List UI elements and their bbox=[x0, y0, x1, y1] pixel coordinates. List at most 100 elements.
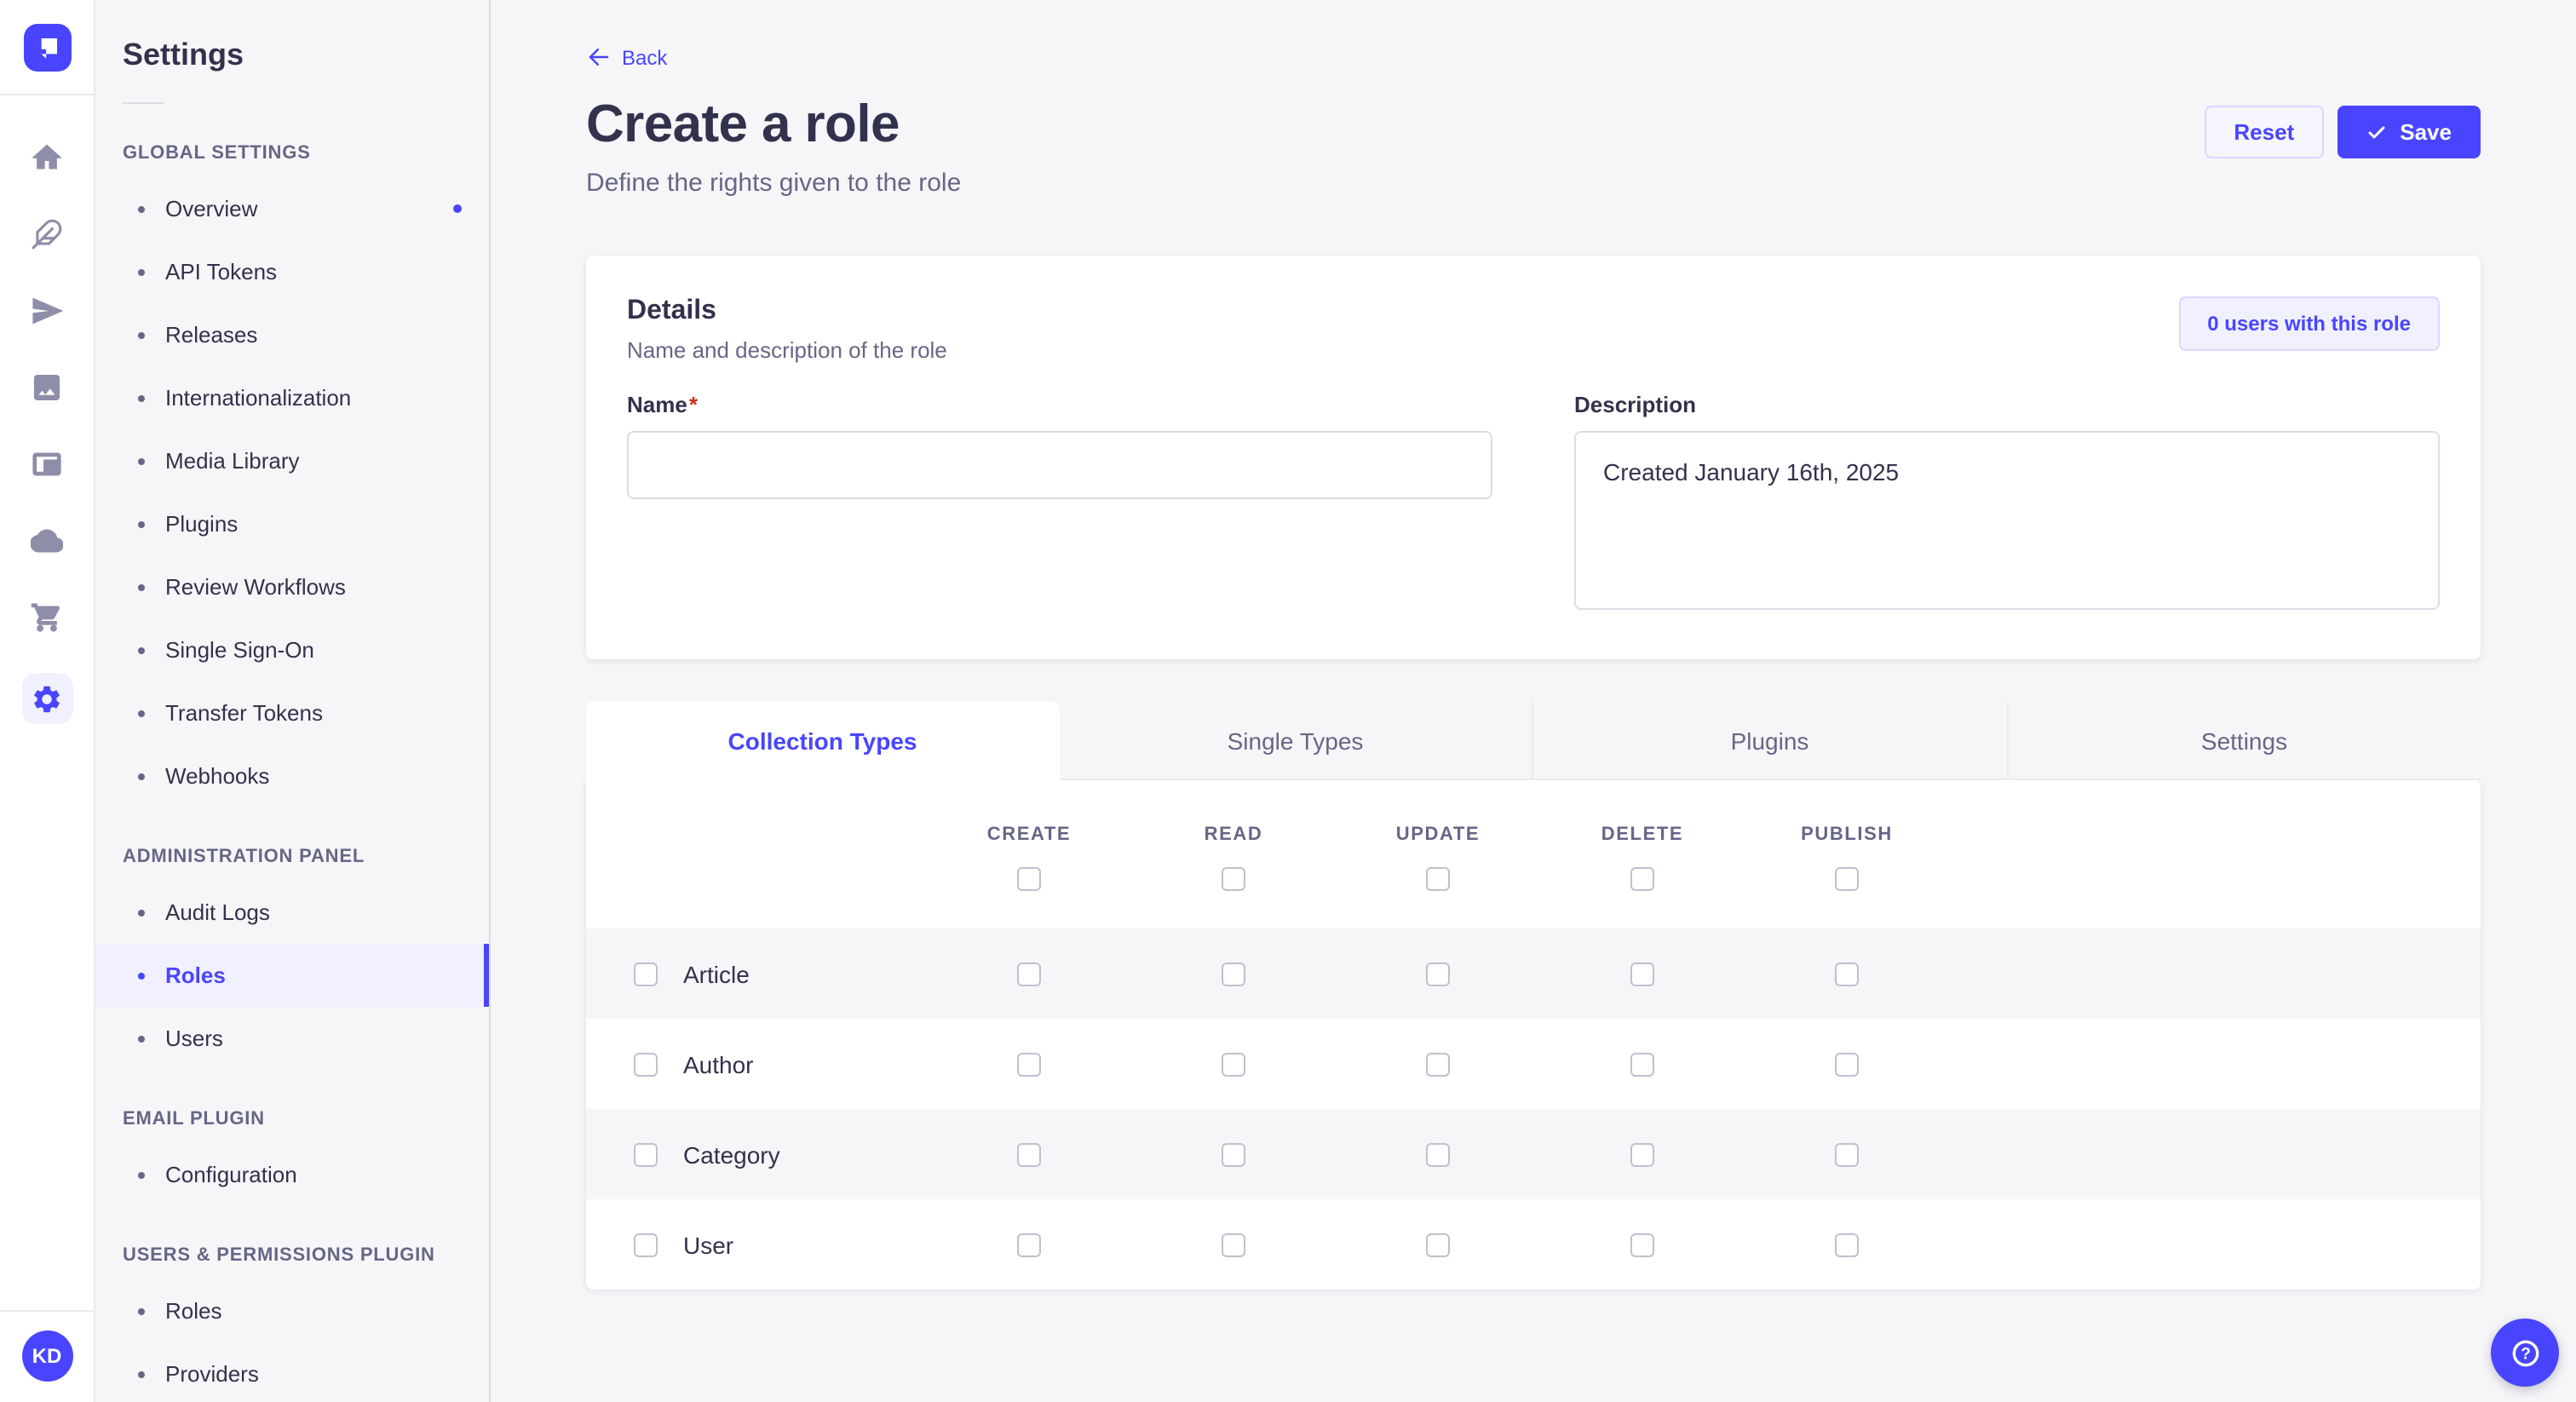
sidebar-item-api-tokens[interactable]: API Tokens bbox=[95, 240, 489, 303]
bullet-icon bbox=[138, 1171, 145, 1178]
sidebar-item-label: Media Library bbox=[165, 448, 300, 474]
sidebar-item-users[interactable]: Users bbox=[95, 1007, 489, 1070]
avatar[interactable]: KD bbox=[21, 1330, 72, 1382]
author-delete-checkbox[interactable] bbox=[1630, 1052, 1654, 1076]
sidebar-item-label: Plugins bbox=[165, 511, 239, 537]
sidebar-item-plugins[interactable]: Plugins bbox=[95, 492, 489, 555]
description-textarea[interactable]: Created January 16th, 2025 bbox=[1574, 431, 2440, 610]
help-button[interactable]: ? bbox=[2491, 1319, 2559, 1387]
sidebar-item-label: Audit Logs bbox=[165, 899, 270, 925]
tab-plugins[interactable]: Plugins bbox=[1532, 702, 2006, 780]
sidebar-item-single-sign-on[interactable]: Single Sign-On bbox=[95, 618, 489, 681]
category-update-checkbox[interactable] bbox=[1426, 1142, 1450, 1166]
user-update-checkbox[interactable] bbox=[1426, 1232, 1450, 1256]
bullet-icon bbox=[138, 394, 145, 401]
article-update-checkbox[interactable] bbox=[1426, 962, 1450, 985]
save-button[interactable]: Save bbox=[2337, 106, 2481, 158]
bullet-icon bbox=[138, 520, 145, 527]
select-all-create-checkbox[interactable] bbox=[1017, 867, 1041, 891]
article-create-checkbox[interactable] bbox=[1017, 962, 1041, 985]
select-all-read-checkbox[interactable] bbox=[1222, 867, 1245, 891]
article-read-checkbox[interactable] bbox=[1222, 962, 1245, 985]
tab-collection-types[interactable]: Collection Types bbox=[586, 702, 1059, 780]
user-delete-checkbox[interactable] bbox=[1630, 1232, 1654, 1256]
category-row-checkbox[interactable] bbox=[634, 1142, 658, 1166]
article-publish-checkbox[interactable] bbox=[1835, 962, 1859, 985]
category-read-checkbox[interactable] bbox=[1222, 1142, 1245, 1166]
sidebar-item-internationalization[interactable]: Internationalization bbox=[95, 366, 489, 429]
sidebar-item-media-library[interactable]: Media Library bbox=[95, 429, 489, 492]
author-row-checkbox[interactable] bbox=[634, 1052, 658, 1076]
page-header: Create a role Define the rights given to… bbox=[586, 94, 2481, 198]
sidebar-item-label: Roles bbox=[165, 962, 226, 988]
reset-button[interactable]: Reset bbox=[2205, 106, 2324, 158]
category-delete-checkbox[interactable] bbox=[1630, 1142, 1654, 1166]
name-label: Name * bbox=[627, 392, 698, 417]
sidebar-item-up-roles[interactable]: Roles bbox=[95, 1279, 489, 1342]
sidebar-item-releases[interactable]: Releases bbox=[95, 303, 489, 366]
category-create-checkbox[interactable] bbox=[1017, 1142, 1041, 1166]
sidebar-item-overview[interactable]: Overview bbox=[95, 177, 489, 240]
column-header-delete: DELETE bbox=[1601, 825, 1684, 845]
sidebar-item-configuration[interactable]: Configuration bbox=[95, 1143, 489, 1206]
category-publish-checkbox[interactable] bbox=[1835, 1142, 1859, 1166]
feather-icon[interactable] bbox=[26, 213, 67, 254]
user-row-checkbox[interactable] bbox=[634, 1232, 658, 1256]
strapi-logo-icon[interactable] bbox=[23, 24, 71, 72]
paper-plane-icon[interactable] bbox=[26, 290, 67, 330]
sidebar-item-label: Transfer Tokens bbox=[165, 700, 323, 726]
select-all-publish-checkbox[interactable] bbox=[1835, 867, 1859, 891]
user-read-checkbox[interactable] bbox=[1222, 1232, 1245, 1256]
sidebar-title-divider bbox=[123, 102, 164, 104]
section-users-permissions-plugin: USERS & PERMISSIONS PLUGIN Roles Provide… bbox=[95, 1232, 489, 1402]
article-row-checkbox[interactable] bbox=[634, 962, 658, 985]
select-all-delete-checkbox[interactable] bbox=[1630, 867, 1654, 891]
settings-sidebar: Settings GLOBAL SETTINGS Overview API To… bbox=[95, 0, 491, 1402]
gear-icon[interactable] bbox=[21, 673, 72, 724]
sidebar-item-label: Internationalization bbox=[165, 385, 352, 411]
sidebar-item-audit-logs[interactable]: Audit Logs bbox=[95, 881, 489, 944]
bullet-icon bbox=[138, 1307, 145, 1314]
author-create-checkbox[interactable] bbox=[1017, 1052, 1041, 1076]
back-link[interactable]: Back bbox=[586, 44, 667, 70]
row-label: User bbox=[683, 1231, 734, 1258]
sidebar-item-webhooks[interactable]: Webhooks bbox=[95, 744, 489, 807]
select-all-update-checkbox[interactable] bbox=[1426, 867, 1450, 891]
sidebar-item-label: Users bbox=[165, 1026, 223, 1051]
sidebar-item-review-workflows[interactable]: Review Workflows bbox=[95, 555, 489, 618]
sidebar-item-label: API Tokens bbox=[165, 259, 278, 284]
cloud-icon[interactable] bbox=[26, 520, 67, 560]
bullet-icon bbox=[138, 205, 145, 212]
table-row-author: Author bbox=[586, 1019, 2481, 1109]
section-label: EMAIL PLUGIN bbox=[123, 1109, 265, 1129]
row-label: Article bbox=[683, 960, 750, 987]
author-publish-checkbox[interactable] bbox=[1835, 1052, 1859, 1076]
users-with-role-button[interactable]: 0 users with this role bbox=[2178, 296, 2440, 351]
sidebar-item-roles[interactable]: Roles bbox=[95, 944, 489, 1007]
user-create-checkbox[interactable] bbox=[1017, 1232, 1041, 1256]
bullet-icon bbox=[138, 1370, 145, 1377]
bullet-icon bbox=[138, 331, 145, 338]
cart-icon[interactable] bbox=[26, 596, 67, 637]
article-delete-checkbox[interactable] bbox=[1630, 962, 1654, 985]
notification-dot-icon bbox=[453, 204, 462, 213]
layout-icon[interactable] bbox=[26, 443, 67, 484]
author-read-checkbox[interactable] bbox=[1222, 1052, 1245, 1076]
section-global-settings: GLOBAL SETTINGS Overview API Tokens Rele… bbox=[95, 129, 489, 807]
author-update-checkbox[interactable] bbox=[1426, 1052, 1450, 1076]
check-icon bbox=[2367, 125, 2384, 138]
column-header-publish: PUBLISH bbox=[1801, 825, 1893, 845]
sidebar-item-label: Roles bbox=[165, 1298, 222, 1324]
sidebar-item-transfer-tokens[interactable]: Transfer Tokens bbox=[95, 681, 489, 744]
permissions-section: Collection Types Single Types Plugins Se… bbox=[586, 702, 2481, 1290]
tab-settings[interactable]: Settings bbox=[2006, 702, 2481, 780]
tab-single-types[interactable]: Single Types bbox=[1059, 702, 1532, 780]
name-input[interactable] bbox=[627, 431, 1492, 499]
column-header-read: READ bbox=[1204, 825, 1263, 845]
user-publish-checkbox[interactable] bbox=[1835, 1232, 1859, 1256]
rail-bottom: KD bbox=[0, 1310, 95, 1402]
bullet-icon bbox=[138, 773, 145, 779]
home-icon[interactable] bbox=[26, 136, 67, 177]
images-icon[interactable] bbox=[26, 366, 67, 407]
sidebar-item-providers[interactable]: Providers bbox=[95, 1342, 489, 1402]
